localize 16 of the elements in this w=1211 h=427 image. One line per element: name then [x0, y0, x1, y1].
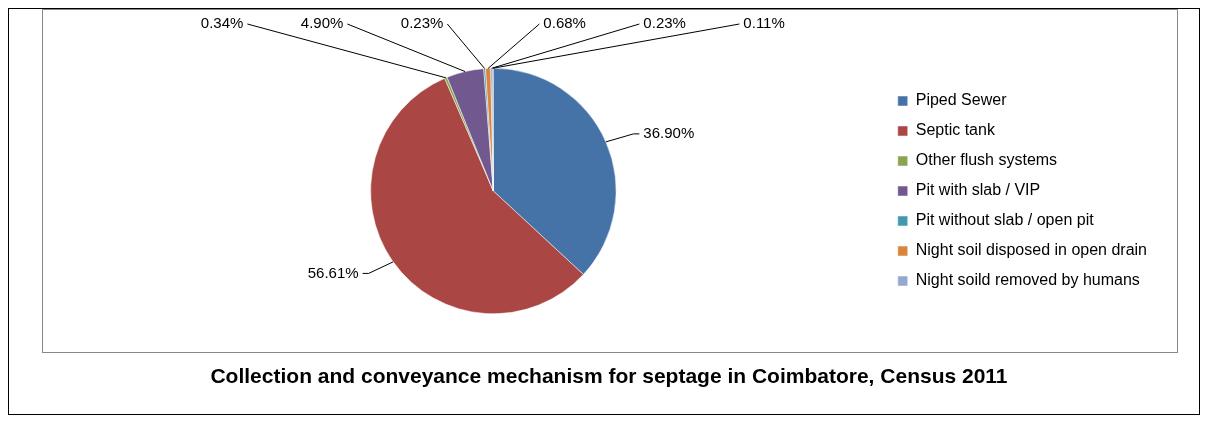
legend-label: Other flush systems: [915, 151, 1058, 169]
data-label: 0.23%: [643, 14, 686, 32]
data-label: 0.23%: [400, 14, 444, 32]
data-label: 56.61%: [307, 263, 359, 281]
legend-label: Pit with slab / VIP: [915, 181, 1041, 199]
data-label: 0.68%: [543, 14, 586, 32]
data-label: 4.90%: [300, 14, 344, 32]
data-label: 36.90%: [643, 124, 695, 142]
legend-label: Piped Sewer: [915, 91, 1008, 109]
data-label: 0.11%: [743, 14, 785, 32]
data-label: 0.34%: [200, 14, 244, 32]
legend-label: Night soil disposed in open drain: [915, 241, 1148, 259]
text: Collection and conveyance mechanism for septage in Coimbatore, Census 2011: [209, 364, 1009, 388]
legend-label: Pit without slab / open pit: [915, 211, 1095, 229]
legend-label: Septic tank: [915, 121, 996, 139]
legend-label: Night soild removed by humans: [915, 271, 1140, 289]
